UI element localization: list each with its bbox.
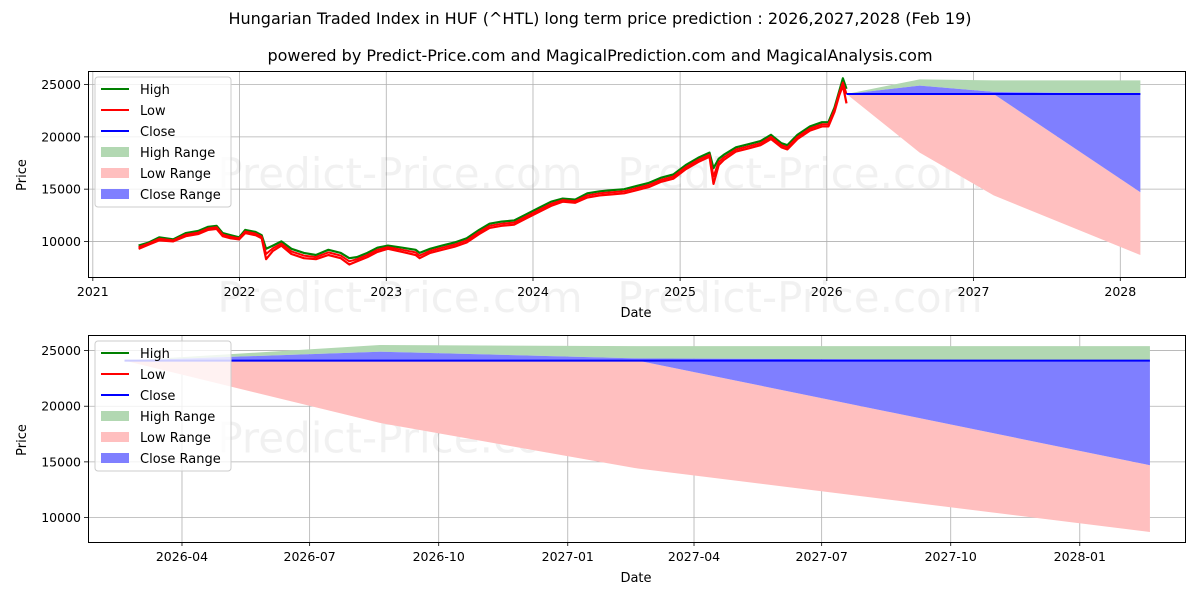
top-x-axis-label: Date	[620, 306, 651, 321]
x-tick-label: 2028-01	[1054, 549, 1106, 564]
x-tick-label: 2028	[1104, 284, 1136, 299]
y-tick-label: 15000	[41, 182, 81, 197]
top-axis-ticks: 10000 15000 20000 25000 2021 2022 2023 2024 2025…	[41, 77, 1136, 299]
top-y-axis-label: Price	[15, 159, 30, 191]
x-tick-label: 2027-01	[542, 549, 594, 564]
low-line	[138, 84, 848, 266]
low-range-band	[124, 360, 1150, 532]
legend-label: Close Range	[140, 188, 221, 203]
x-tick-label: 2027-10	[925, 549, 977, 564]
x-tick-label: 2021	[77, 284, 109, 299]
top-price-lines	[138, 77, 1141, 266]
legend-label: High Range	[140, 410, 215, 425]
legend-patch-swatch	[101, 147, 129, 157]
history-and-forecast-chart: Predict-Price.com Predict-Price.com Predic…	[15, 71, 1186, 322]
x-tick-label: 2025	[664, 284, 696, 299]
x-tick-label: 2022	[224, 284, 256, 299]
legend-label: Close	[140, 125, 175, 140]
legend-patch-swatch	[101, 189, 129, 199]
high-line	[138, 77, 848, 260]
legend-patch-swatch	[101, 168, 129, 178]
top-plot-frame	[88, 71, 1186, 278]
bottom-y-axis-label: Price	[15, 424, 30, 456]
legend-label: Low Range	[140, 431, 211, 446]
legend-label: Low	[140, 104, 166, 119]
legend-label: Low	[140, 368, 166, 383]
x-tick-label: 2026-10	[413, 549, 465, 564]
svg-text:Predict-Price.com: Predict-Price.com	[217, 273, 582, 322]
high-range-band	[846, 79, 1141, 95]
legend-label: High	[140, 83, 170, 98]
svg-text:Predict-Price.com: Predict-Price.com	[217, 149, 582, 198]
legend-label: Close Range	[140, 452, 221, 467]
x-tick-label: 2027	[958, 284, 990, 299]
bottom-forecast-ranges	[124, 345, 1150, 532]
legend-patch-swatch	[101, 411, 129, 421]
legend-patch-swatch	[101, 432, 129, 442]
x-tick-label: 2027-07	[796, 549, 848, 564]
y-tick-label: 10000	[41, 234, 81, 249]
legend-label: Low Range	[140, 167, 211, 182]
x-tick-label: 2027-04	[668, 549, 720, 564]
close-range-band	[124, 351, 1150, 466]
y-tick-label: 25000	[41, 77, 81, 92]
watermark: Predict-Price.com Predict-Price.com Predic…	[217, 149, 982, 322]
legend-label: High Range	[140, 146, 215, 161]
chart-title: Hungarian Traded Index in HUF (^HTL) lon…	[228, 9, 972, 28]
close-range-band	[846, 85, 1141, 193]
x-tick-label: 2023	[370, 284, 402, 299]
top-forecast-ranges	[846, 79, 1141, 256]
svg-text:Predict-Price.com: Predict-Price.com	[617, 273, 982, 322]
top-legend: High Low Close High Range Low Range Close Ran…	[94, 76, 232, 208]
bottom-x-axis-label: Date	[620, 571, 651, 586]
close-history-line	[138, 81, 848, 263]
x-tick-label: 2026-04	[156, 549, 208, 564]
chart-subtitle: powered by Predict-Price.com and Magical…	[267, 46, 933, 65]
bottom-plot-frame	[88, 335, 1186, 543]
high-range-band	[124, 345, 1150, 361]
y-tick-label: 20000	[41, 129, 81, 144]
x-tick-label: 2026-07	[284, 549, 336, 564]
legend-label: High	[140, 347, 170, 362]
y-tick-label: 25000	[41, 343, 81, 358]
legend-label: Close	[140, 389, 175, 404]
y-tick-label: 15000	[41, 454, 81, 469]
low-range-band	[846, 94, 1141, 256]
bottom-legend: High Low Close High Range Low Range Close Ran…	[94, 340, 232, 472]
bottom-axis-ticks: 10000 15000 20000 25000 2026-04 2026-07 2026-1…	[41, 343, 1106, 564]
y-tick-label: 20000	[41, 399, 81, 414]
y-tick-label: 10000	[41, 510, 81, 525]
x-tick-label: 2026	[811, 284, 843, 299]
x-tick-label: 2024	[517, 284, 549, 299]
legend-patch-swatch	[101, 453, 129, 463]
